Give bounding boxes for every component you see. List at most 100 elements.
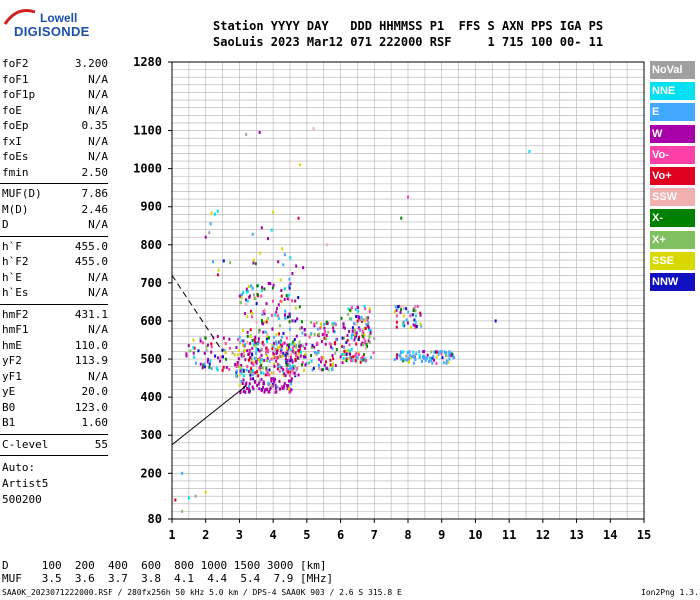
param-name: yF2: [2, 354, 22, 367]
legend-item-sse: SSE: [650, 251, 695, 270]
echo-point: [278, 354, 281, 358]
echo-point: [246, 315, 249, 319]
echo-point: [238, 335, 241, 339]
echo-point: [265, 366, 268, 370]
echo-point: [272, 283, 275, 287]
echo-point: [364, 357, 367, 361]
echo-point: [322, 356, 325, 360]
echo-point: [245, 302, 248, 306]
echo-point: [372, 351, 375, 355]
echo-point: [286, 297, 289, 301]
echo-point: [206, 343, 209, 347]
param-value: 455.0: [74, 239, 108, 253]
echo-point: [249, 370, 252, 374]
echo-point: [294, 319, 297, 323]
param-name: h`F: [2, 239, 22, 253]
echo-point: [494, 319, 497, 323]
echo-point: [263, 390, 266, 394]
echo-point: [266, 357, 269, 361]
echo-point: [243, 348, 246, 352]
echo-point: [261, 312, 264, 316]
echo-point: [422, 350, 425, 354]
echo-point: [262, 371, 265, 375]
echo-point: [270, 379, 273, 383]
echo-point: [414, 314, 417, 318]
echo-point: [222, 336, 225, 340]
echo-point: [247, 389, 250, 393]
param-value: N/A: [88, 103, 108, 117]
echo-point: [275, 307, 278, 311]
echo-point: [286, 352, 289, 356]
echo-point: [194, 494, 197, 498]
echo-point: [270, 313, 273, 317]
echo-point: [204, 336, 207, 340]
echo-point: [429, 357, 432, 361]
echo-point: [217, 268, 220, 272]
echo-point: [283, 253, 286, 257]
echo-point: [402, 359, 405, 363]
legend-item-xplus: X+: [650, 230, 695, 249]
param-name: fmin: [2, 165, 29, 179]
echo-point: [357, 353, 360, 357]
echo-point: [335, 338, 338, 342]
echo-point: [265, 320, 268, 324]
echo-point: [445, 354, 448, 358]
echo-point: [289, 282, 292, 286]
echo-point: [256, 284, 259, 288]
echo-point: [350, 317, 353, 321]
echo-point: [320, 325, 323, 329]
echo-point: [255, 320, 258, 324]
param-name: foF1p: [2, 88, 36, 101]
echo-point: [272, 371, 275, 375]
echo-point: [247, 358, 250, 362]
echo-point: [279, 299, 282, 303]
echo-point: [216, 368, 219, 372]
echo-point: [255, 346, 258, 350]
echo-point: [349, 308, 352, 312]
echo-point: [278, 369, 281, 373]
echo-point: [331, 364, 334, 368]
echo-point: [319, 368, 322, 372]
echo-point: [282, 384, 285, 388]
echo-point: [305, 342, 308, 346]
echo-point: [272, 345, 275, 349]
echo-point: [275, 340, 278, 344]
echo-point: [345, 359, 348, 363]
echo-point: [258, 387, 261, 391]
echo-point: [347, 307, 350, 311]
echo-point: [285, 347, 288, 351]
echo-point: [291, 319, 294, 323]
echo-point: [286, 359, 289, 363]
echo-point: [278, 379, 281, 383]
echo-point: [307, 361, 310, 365]
echo-point: [282, 373, 285, 377]
echo-point: [252, 360, 255, 364]
echo-point: [411, 354, 414, 358]
echo-point: [408, 350, 411, 354]
echo-point: [439, 350, 442, 354]
echo-point: [356, 319, 359, 323]
echo-point: [272, 377, 275, 381]
echo-point: [354, 328, 357, 332]
echo-point: [349, 349, 352, 353]
echo-point: [452, 356, 455, 360]
echo-point: [264, 388, 267, 392]
echo-point: [327, 330, 330, 334]
param-hme: hmE 110.0: [2, 339, 108, 354]
echo-point: [284, 309, 287, 313]
echo-point: [210, 211, 213, 215]
echo-point: [291, 368, 294, 372]
echo-point: [270, 371, 273, 375]
echo-point: [353, 322, 356, 326]
echo-point: [242, 368, 245, 372]
echo-point: [199, 362, 202, 366]
param-fof1p: foF1p N/A: [2, 88, 108, 103]
echo-point: [251, 315, 254, 319]
echo-point: [359, 360, 362, 364]
echo-point: [263, 308, 266, 312]
echo-point: [187, 344, 190, 348]
x-tick-label: 2: [202, 528, 209, 542]
param-hf2: h`F2 455.0: [2, 255, 108, 270]
echo-point: [430, 350, 433, 354]
echo-point: [239, 369, 242, 373]
